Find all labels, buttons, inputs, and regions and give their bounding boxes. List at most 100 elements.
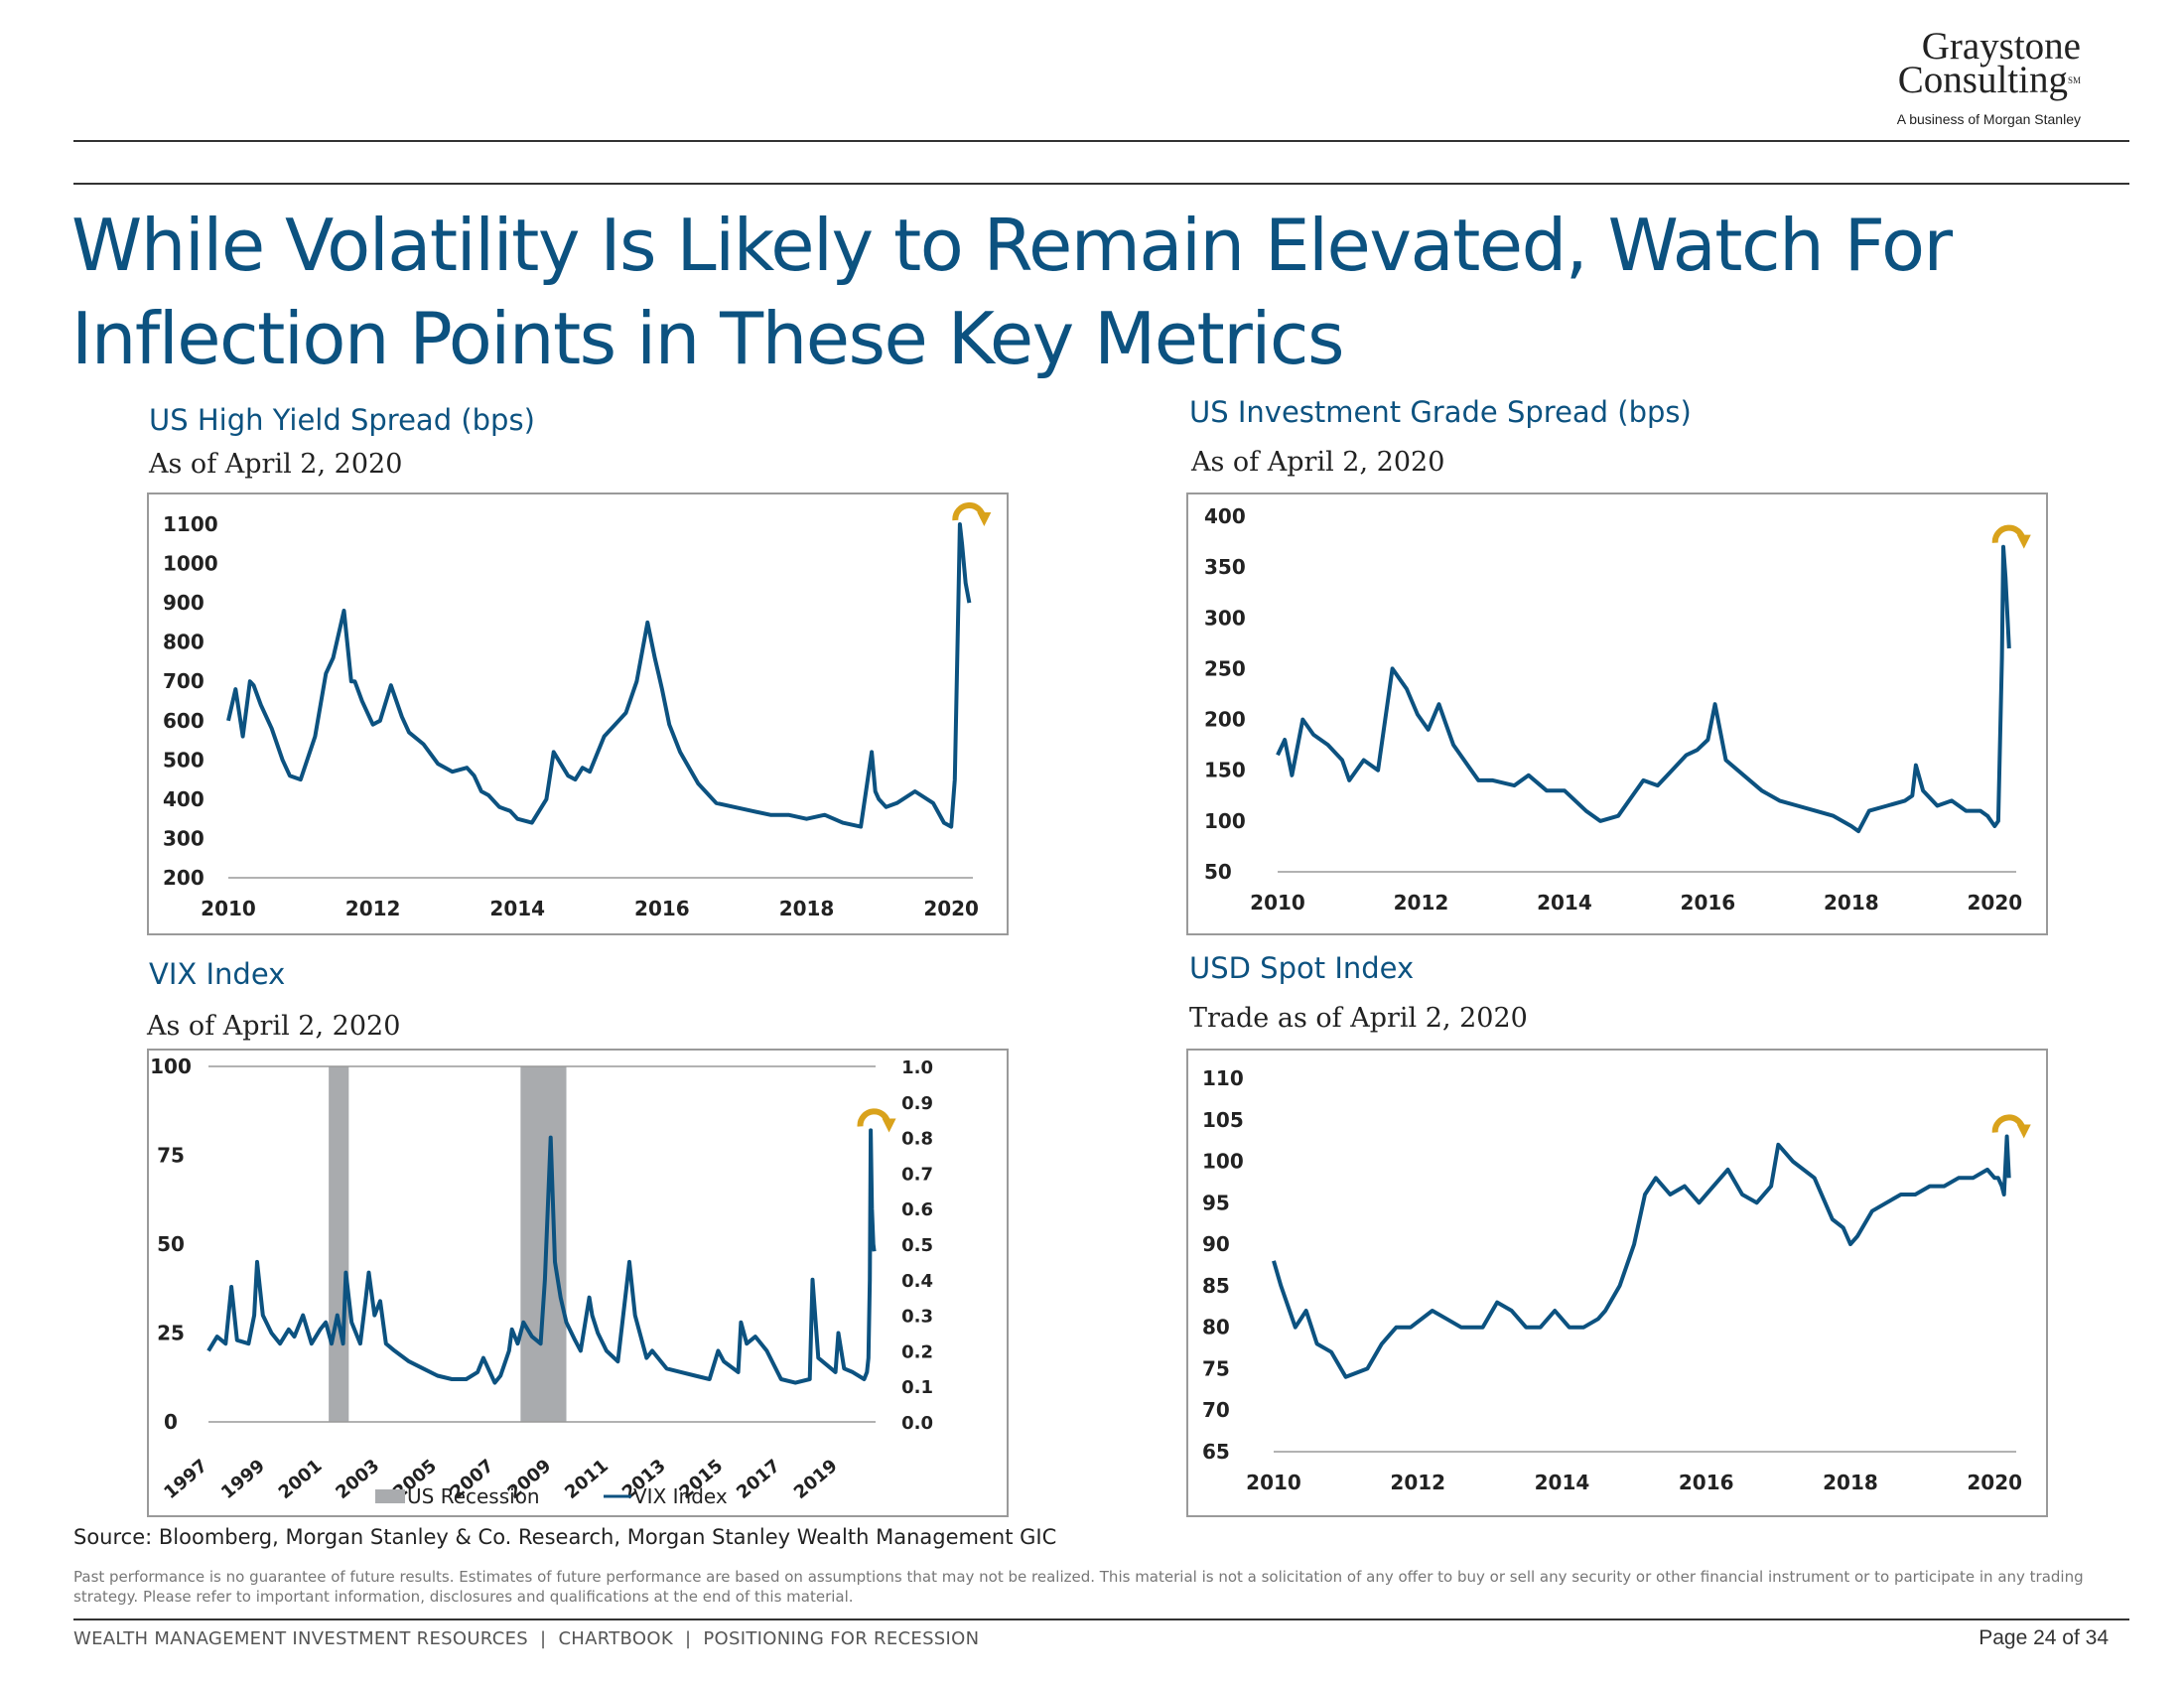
y-tick-label-2: 50 — [157, 1232, 185, 1256]
y2-tick-label-4: 0.4 — [901, 1271, 933, 1292]
y-tick-label-5: 90 — [1202, 1232, 1230, 1256]
inflection-arrow-head-icon — [977, 512, 992, 526]
y-tick-label-1: 300 — [163, 826, 205, 850]
y-tick-label-4: 250 — [1204, 656, 1246, 680]
legend-series-label: VIX Index — [633, 1484, 728, 1508]
y-tick-label-5: 700 — [163, 669, 205, 693]
series-line-hy — [226, 522, 972, 829]
series-line-usd — [1272, 1134, 2011, 1379]
inflection-arrow-head-icon — [2016, 1124, 2031, 1139]
legend-recession-label: US Recession — [407, 1484, 540, 1508]
x-tick-label-4: 2018 — [1824, 891, 1879, 914]
series-line-ig — [1276, 544, 2011, 834]
x-tick-label-0: 2010 — [201, 897, 256, 920]
y-tick-label-8: 1000 — [163, 552, 218, 576]
y-tick-label-3: 75 — [157, 1144, 185, 1168]
x-tick-label-11: 2019 — [790, 1456, 842, 1503]
y-tick-label-4: 600 — [163, 709, 205, 733]
ig-chart: 50 100 150 200 250 300 350 400 2010 2012 2014 2016 2… — [1204, 504, 2031, 914]
logo-line-2-text: Consulting — [1897, 59, 2068, 101]
hy-chart-title: US High Yield Spread (bps) — [149, 403, 535, 437]
y2-tick-label-6: 0.6 — [901, 1199, 933, 1220]
vix-chart: 0 25 50 75 100 0.0 0.1 0.2 0.3 0.4 0.5 0.6 0.7 0.8 0.9… — [150, 1055, 933, 1508]
y-tick-label-9: 110 — [1202, 1066, 1244, 1090]
usd-chart-panel: 65 70 75 80 85 90 95 100 105 110 2010 2012 2014 2016 2… — [1186, 1049, 2048, 1517]
x-tick-label-0: 2010 — [1246, 1471, 1301, 1494]
y2-tick-label-10: 1.0 — [901, 1057, 933, 1078]
x-tick-label-1: 1999 — [217, 1456, 269, 1503]
series-line-vix — [206, 1128, 877, 1385]
y2-tick-label-8: 0.8 — [901, 1129, 933, 1150]
x-tick-label-5: 2020 — [1967, 891, 2022, 914]
x-tick-label-3: 2016 — [1679, 1471, 1734, 1494]
vix-chart-subtitle: As of April 2, 2020 — [147, 1011, 401, 1042]
footer-rule — [73, 1618, 2129, 1620]
inflection-arrow-head-icon — [2016, 534, 2031, 549]
y-tick-label-7: 400 — [1204, 504, 1246, 528]
x-tick-label-3: 2016 — [1681, 891, 1736, 914]
x-tick-label-0: 1997 — [160, 1456, 211, 1503]
y-tick-label-3: 500 — [163, 748, 205, 772]
y2-tick-label-5: 0.5 — [901, 1235, 933, 1256]
x-tick-label-5: 2020 — [1967, 1471, 2022, 1494]
y-tick-label-2: 400 — [163, 787, 205, 811]
source-note: Source: Bloomberg, Morgan Stanley & Co. … — [73, 1525, 1057, 1549]
y-tick-label-9: 1100 — [163, 512, 218, 536]
x-tick-label-2: 2014 — [489, 897, 545, 920]
y-tick-label-0: 200 — [163, 866, 205, 890]
y2-tick-label-1: 0.1 — [901, 1377, 933, 1398]
logo-sm-mark: SM — [2067, 75, 2081, 85]
y-tick-label-1: 70 — [1202, 1398, 1230, 1422]
x-tick-label-2: 2014 — [1537, 891, 1592, 914]
y-tick-label-3: 200 — [1204, 708, 1246, 732]
y-tick-label-2: 150 — [1204, 759, 1246, 782]
legend-recession-swatch — [375, 1489, 405, 1503]
y-tick-label-7: 900 — [163, 591, 205, 615]
ig-chart-title: US Investment Grade Spread (bps) — [1189, 395, 1692, 429]
x-tick-label-4: 2018 — [1823, 1471, 1878, 1494]
x-tick-label-1: 2012 — [1390, 1471, 1445, 1494]
y2-tick-label-7: 0.7 — [901, 1164, 933, 1185]
y-tick-label-0: 50 — [1204, 860, 1232, 884]
y2-tick-label-0: 0.0 — [901, 1413, 933, 1434]
x-tick-label-1: 2012 — [1394, 891, 1449, 914]
footer-breadcrumb: WEALTH MANAGEMENT INVESTMENT RESOURCES |… — [73, 1628, 980, 1649]
x-tick-label-3: 2016 — [634, 897, 690, 920]
vix-chart-panel: 0 25 50 75 100 0.0 0.1 0.2 0.3 0.4 0.5 0.6 0.7 0.8 0.9… — [147, 1049, 1009, 1517]
x-tick-label-1: 2012 — [345, 897, 401, 920]
y-tick-label-4: 85 — [1202, 1274, 1230, 1298]
recession-band-1 — [520, 1066, 567, 1422]
y-tick-label-1: 100 — [1204, 809, 1246, 833]
logo-line-1: Graystone — [1921, 25, 2081, 68]
hy-chart: 200 300 400 500 600 700 800 900 1000 1100 2010 2012… — [163, 501, 992, 920]
usd-chart-title: USD Spot Index — [1189, 951, 1415, 985]
x-tick-label-5: 2020 — [923, 897, 979, 920]
x-tick-label-10: 2017 — [733, 1456, 784, 1503]
y2-tick-label-3: 0.3 — [901, 1307, 933, 1328]
usd-chart-subtitle: Trade as of April 2, 2020 — [1189, 1003, 1528, 1034]
logo-tagline: A business of Morgan Stanley — [1896, 111, 2081, 127]
y2-tick-label-9: 0.9 — [901, 1093, 933, 1114]
ig-chart-panel: 50 100 150 200 250 300 350 400 2010 2012 2014 2016 2… — [1186, 492, 2048, 935]
y-tick-label-2: 75 — [1202, 1356, 1230, 1380]
disclaimer: Past performance is no guarantee of futu… — [73, 1568, 2084, 1606]
hy-chart-subtitle: As of April 2, 2020 — [149, 449, 403, 480]
y-tick-label-6: 350 — [1204, 555, 1246, 579]
y-tick-label-8: 105 — [1202, 1108, 1244, 1132]
x-tick-label-4: 2018 — [779, 897, 835, 920]
header-rule-top — [73, 140, 2129, 142]
logo-line-2: ConsultingSM — [1898, 61, 2081, 99]
hy-chart-panel: 200 300 400 500 600 700 800 900 1000 1100 2010 2012… — [147, 492, 1009, 935]
x-tick-label-2: 2014 — [1535, 1471, 1590, 1494]
vix-chart-title: VIX Index — [149, 957, 286, 991]
usd-chart: 65 70 75 80 85 90 95 100 105 110 2010 2012 2014 2016 2… — [1202, 1066, 2031, 1494]
y-tick-label-7: 100 — [1202, 1150, 1244, 1174]
y-tick-label-6: 95 — [1202, 1191, 1230, 1214]
y-tick-label-6: 800 — [163, 631, 205, 654]
page-number: Page 24 of 34 — [1979, 1626, 2109, 1649]
y-tick-label-4: 100 — [150, 1055, 192, 1078]
y-tick-label-0: 0 — [164, 1410, 178, 1434]
y-tick-label-0: 65 — [1202, 1440, 1230, 1464]
y-tick-label-5: 300 — [1204, 606, 1246, 630]
ig-chart-subtitle: As of April 2, 2020 — [1191, 447, 1445, 478]
